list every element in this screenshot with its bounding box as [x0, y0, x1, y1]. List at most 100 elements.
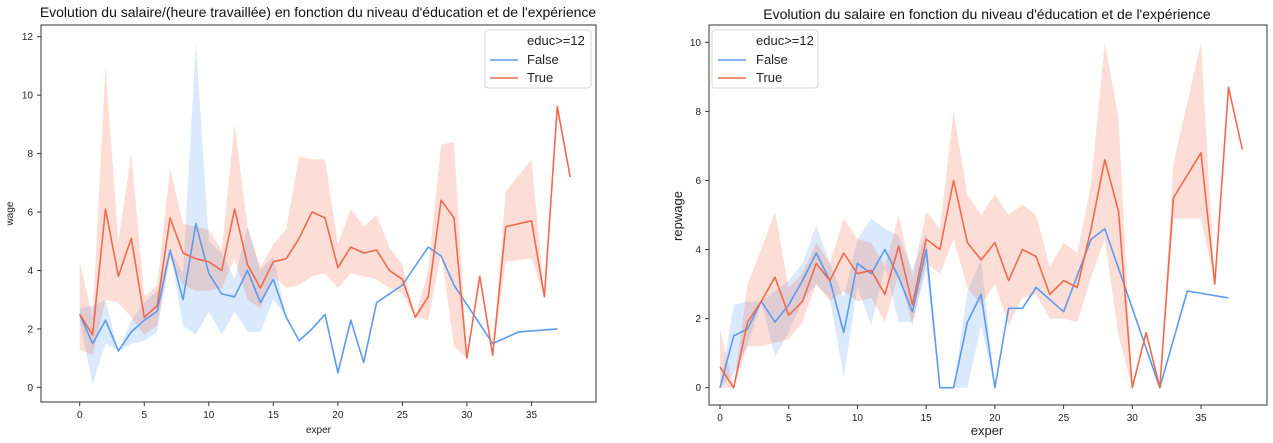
- data-point-false: [994, 387, 996, 389]
- y-tick-label: 6: [27, 208, 33, 219]
- x-tick-label: 10: [852, 413, 864, 424]
- data-point-true: [182, 252, 184, 254]
- data-point-false: [182, 299, 184, 301]
- data-point-false: [195, 223, 197, 225]
- ci-band-true: [720, 42, 1243, 388]
- data-point-true: [440, 199, 442, 201]
- data-point-true: [169, 217, 171, 219]
- data-point-true: [156, 304, 158, 306]
- axes-frame: [708, 24, 1268, 406]
- x-tick-label: 5: [141, 410, 147, 421]
- data-point-false: [815, 252, 817, 254]
- data-point-true: [466, 357, 468, 359]
- data-point-true: [966, 241, 968, 243]
- x-tick-label: 15: [268, 410, 280, 421]
- data-point-false: [1104, 228, 1106, 230]
- data-point-true: [1021, 248, 1023, 250]
- data-point-true: [1200, 152, 1202, 154]
- data-point-true: [1131, 387, 1133, 389]
- x-tick-label: 5: [786, 413, 792, 424]
- data-point-true: [324, 217, 326, 219]
- data-point-true: [1090, 228, 1092, 230]
- data-point-false: [272, 278, 274, 280]
- data-point-true: [285, 258, 287, 260]
- data-point-false: [1021, 307, 1023, 309]
- data-point-true: [208, 261, 210, 263]
- data-point-false: [1227, 297, 1229, 299]
- legend: educ>=12 False True: [484, 29, 592, 89]
- data-point-true: [1227, 86, 1229, 88]
- data-point-true: [1159, 387, 1161, 389]
- ci-band-false: [79, 42, 558, 385]
- x-axis-ticks: 0 5 10 15 20 25 30 35: [717, 405, 1207, 424]
- y-tick-label: 8: [27, 149, 33, 160]
- data-point-false: [440, 255, 442, 257]
- data-point-true: [104, 208, 106, 210]
- data-point-false: [556, 328, 558, 330]
- data-point-false: [350, 319, 352, 321]
- data-point-true: [453, 217, 455, 219]
- series-line-false: [78, 222, 558, 374]
- x-tick-label: 0: [77, 410, 83, 421]
- data-point-true: [939, 248, 941, 250]
- series-line-true: [719, 86, 1244, 389]
- data-point-false: [952, 387, 954, 389]
- legend-title: educ>=12: [527, 33, 585, 48]
- y-tick-label: 0: [695, 383, 701, 394]
- data-point-false: [925, 248, 927, 250]
- data-point-true: [79, 313, 81, 315]
- legend-title: educ>=12: [756, 33, 814, 48]
- data-point-false: [1090, 238, 1092, 240]
- data-point-true: [401, 278, 403, 280]
- chart-repwage: Evolution du salaire en fonction du nive…: [670, 6, 1268, 438]
- y-tick-label: 4: [695, 245, 701, 256]
- data-point-true: [980, 259, 982, 261]
- data-point-false: [453, 284, 455, 286]
- data-point-false: [233, 296, 235, 298]
- data-point-false: [856, 262, 858, 264]
- x-axis-label: exper: [971, 423, 1004, 438]
- data-point-true: [788, 314, 790, 316]
- legend-label-true: True: [527, 70, 553, 85]
- data-point-false: [337, 372, 339, 374]
- data-point-true: [870, 269, 872, 271]
- x-tick-label: 10: [203, 410, 215, 421]
- data-point-true: [801, 300, 803, 302]
- data-point-true: [1145, 331, 1147, 333]
- data-point-true: [1049, 293, 1051, 295]
- data-point-false: [966, 321, 968, 323]
- data-point-true: [1007, 279, 1009, 281]
- legend: educ>=12 False True: [711, 29, 819, 89]
- legend-label-false: False: [527, 52, 559, 67]
- data-point-false: [208, 272, 210, 274]
- data-point-false: [719, 387, 721, 389]
- data-point-false: [1186, 290, 1188, 292]
- data-point-true: [143, 316, 145, 318]
- data-point-true: [760, 300, 762, 302]
- data-point-true: [1172, 197, 1174, 199]
- data-point-false: [324, 313, 326, 315]
- data-point-false: [117, 350, 119, 352]
- y-axis-label: repwage: [670, 191, 685, 241]
- data-point-true: [298, 237, 300, 239]
- data-point-true: [556, 106, 558, 108]
- y-tick-label: 10: [690, 38, 702, 49]
- y-tick-label: 6: [695, 176, 701, 187]
- y-tick-label: 4: [27, 266, 33, 277]
- data-point-true: [311, 211, 313, 213]
- data-point-false: [104, 319, 106, 321]
- data-point-false: [143, 319, 145, 321]
- data-point-true: [350, 246, 352, 248]
- data-point-false: [427, 246, 429, 248]
- data-point-true: [492, 354, 494, 356]
- data-point-true: [479, 275, 481, 277]
- data-point-true: [91, 334, 93, 336]
- data-point-false: [91, 342, 93, 344]
- x-tick-label: 35: [526, 410, 538, 421]
- y-tick-label: 8: [695, 107, 701, 118]
- y-tick-label: 12: [22, 32, 34, 43]
- data-point-false: [884, 248, 886, 250]
- x-tick-label: 35: [1195, 413, 1207, 424]
- legend-label-false: False: [756, 52, 788, 67]
- data-point-false: [130, 331, 132, 333]
